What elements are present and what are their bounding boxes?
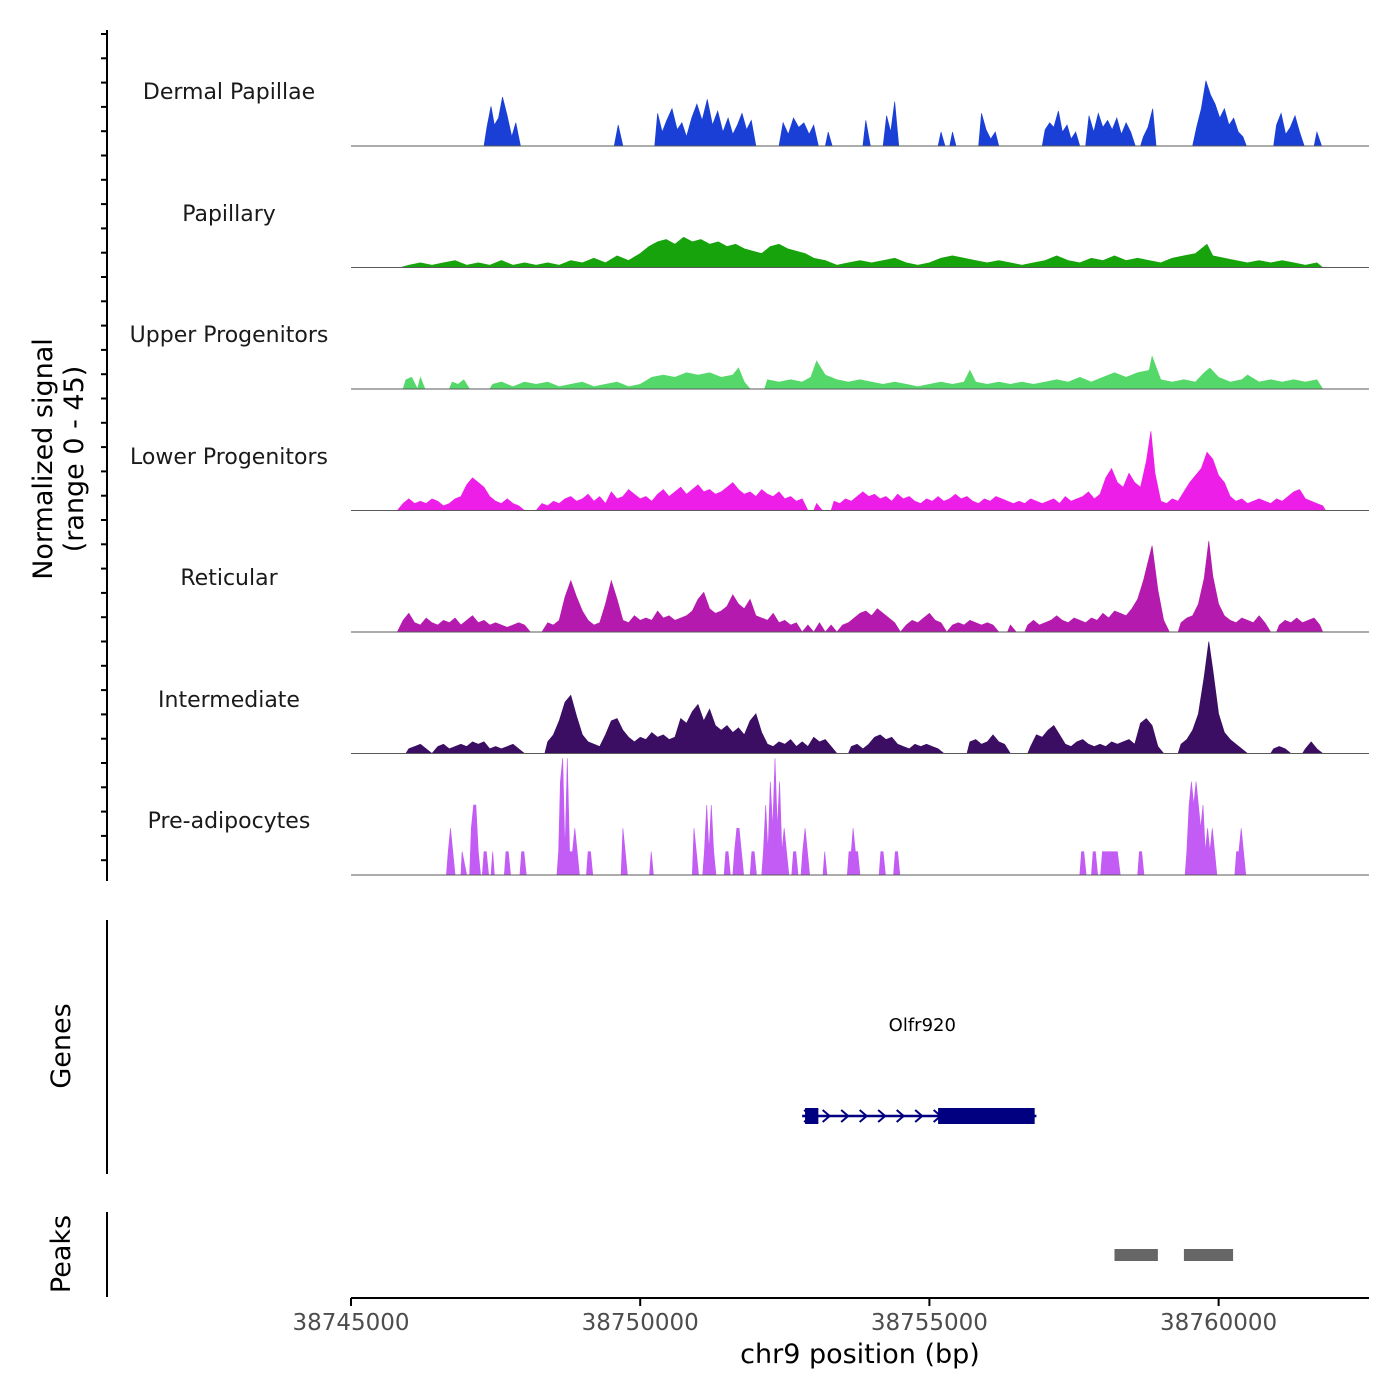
x-tick-label-1: 38745000 <box>292 1310 409 1336</box>
gene-label-olfr920: Olfr920 <box>889 1015 956 1036</box>
x-tick-label-3: 38755000 <box>871 1310 988 1336</box>
track-reticular <box>351 540 1369 633</box>
strand-arrow-icon <box>803 1109 813 1123</box>
track-pre-adipocytes <box>351 758 1369 876</box>
signal-area <box>446 758 1247 876</box>
signal-y-axis-ticks <box>101 33 107 862</box>
track-intermediate <box>351 641 1369 754</box>
strand-arrow-icon <box>988 1109 998 1123</box>
track-label-papillary: Papillary <box>182 202 276 227</box>
genes-ylabel: Genes <box>46 1003 77 1088</box>
signal-area <box>400 236 1324 268</box>
strand-arrow-icon <box>1007 1109 1017 1123</box>
peak-region <box>1114 1249 1158 1261</box>
track-label-lower-progenitors: Lower Progenitors <box>130 445 328 470</box>
gene-track <box>802 1108 1037 1124</box>
strand-arrow-icon <box>896 1109 906 1123</box>
strand-arrow-icon <box>840 1109 850 1123</box>
track-dermal-papillae <box>351 80 1369 147</box>
strand-arrow-icon <box>1025 1109 1035 1123</box>
signal-area <box>396 540 1324 633</box>
strand-arrow-icon <box>877 1109 887 1123</box>
track-lower-progenitors <box>351 431 1369 511</box>
strand-arrow-icon <box>933 1109 943 1123</box>
signal-area <box>396 431 1327 511</box>
track-papillary <box>351 236 1369 268</box>
strand-arrow-icon <box>822 1109 832 1123</box>
strand-arrow-icon <box>914 1109 924 1123</box>
track-label-dermal-papillae: Dermal Papillae <box>143 80 315 105</box>
strand-arrow-icon <box>970 1109 980 1123</box>
signal-ylabel-line-1: Normalized signal <box>28 338 59 580</box>
peak-track <box>1114 1249 1234 1261</box>
signal-area <box>483 80 1323 147</box>
x-tick-label-4: 38760000 <box>1160 1310 1277 1336</box>
strand-arrow-icon <box>859 1109 869 1123</box>
signal-ylabel-line-2: (range 0 - 45) <box>59 366 90 553</box>
x-axis-title: chr9 position (bp) <box>740 1339 980 1370</box>
track-label-upper-progenitors: Upper Progenitors <box>130 323 329 348</box>
track-label-pre-adipocytes: Pre-adipocytes <box>148 809 311 834</box>
peak-region <box>1183 1249 1234 1261</box>
track-label-intermediate: Intermediate <box>158 688 300 713</box>
signal-tracks <box>351 80 1369 876</box>
strand-arrow-icon <box>951 1109 961 1123</box>
x-axis-ticks <box>350 1298 1220 1306</box>
peaks-ylabel: Peaks <box>46 1215 77 1293</box>
x-tick-label-2: 38750000 <box>582 1310 699 1336</box>
signal-area <box>402 355 1324 390</box>
track-label-reticular: Reticular <box>180 566 278 591</box>
signal-area <box>405 641 1324 754</box>
track-upper-progenitors <box>351 355 1369 390</box>
